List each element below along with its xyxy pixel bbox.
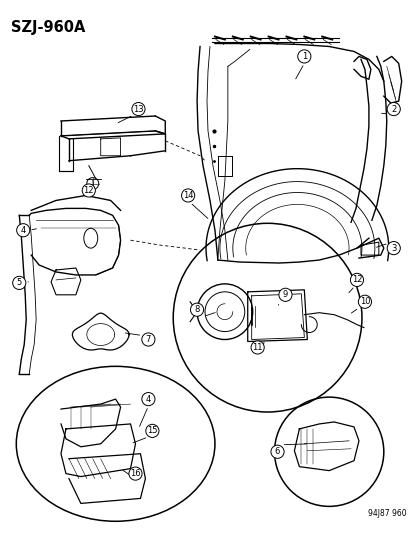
Circle shape bbox=[278, 288, 291, 301]
Circle shape bbox=[386, 102, 399, 116]
Text: 13: 13 bbox=[133, 104, 143, 114]
Circle shape bbox=[128, 467, 142, 480]
Circle shape bbox=[142, 392, 154, 406]
Text: 6: 6 bbox=[274, 447, 280, 456]
Circle shape bbox=[82, 184, 95, 197]
Text: 16: 16 bbox=[130, 469, 140, 478]
Circle shape bbox=[250, 341, 263, 354]
Circle shape bbox=[358, 295, 370, 309]
Circle shape bbox=[17, 224, 30, 237]
Text: 9: 9 bbox=[282, 290, 287, 300]
Text: 12: 12 bbox=[351, 276, 361, 285]
Circle shape bbox=[297, 50, 310, 63]
Text: 7: 7 bbox=[145, 335, 151, 344]
Circle shape bbox=[190, 303, 203, 316]
Circle shape bbox=[132, 102, 145, 116]
Text: 10: 10 bbox=[359, 297, 369, 306]
Text: 3: 3 bbox=[390, 244, 396, 253]
Text: 15: 15 bbox=[147, 426, 157, 435]
Text: 5: 5 bbox=[17, 278, 22, 287]
Text: 4: 4 bbox=[145, 394, 151, 403]
Text: 4: 4 bbox=[21, 226, 26, 235]
Circle shape bbox=[270, 445, 283, 458]
Circle shape bbox=[181, 189, 194, 202]
Circle shape bbox=[142, 333, 154, 346]
Text: 2: 2 bbox=[390, 104, 395, 114]
Text: 14: 14 bbox=[183, 191, 193, 200]
Text: 1: 1 bbox=[301, 52, 306, 61]
Text: 11: 11 bbox=[252, 343, 262, 352]
Circle shape bbox=[386, 241, 399, 255]
Text: 12: 12 bbox=[83, 186, 94, 195]
Text: SZJ-960A: SZJ-960A bbox=[11, 20, 85, 35]
Text: 8: 8 bbox=[194, 305, 199, 314]
Circle shape bbox=[349, 273, 363, 287]
Circle shape bbox=[145, 424, 159, 438]
Circle shape bbox=[13, 276, 26, 289]
Text: 94J87 960: 94J87 960 bbox=[367, 510, 406, 518]
